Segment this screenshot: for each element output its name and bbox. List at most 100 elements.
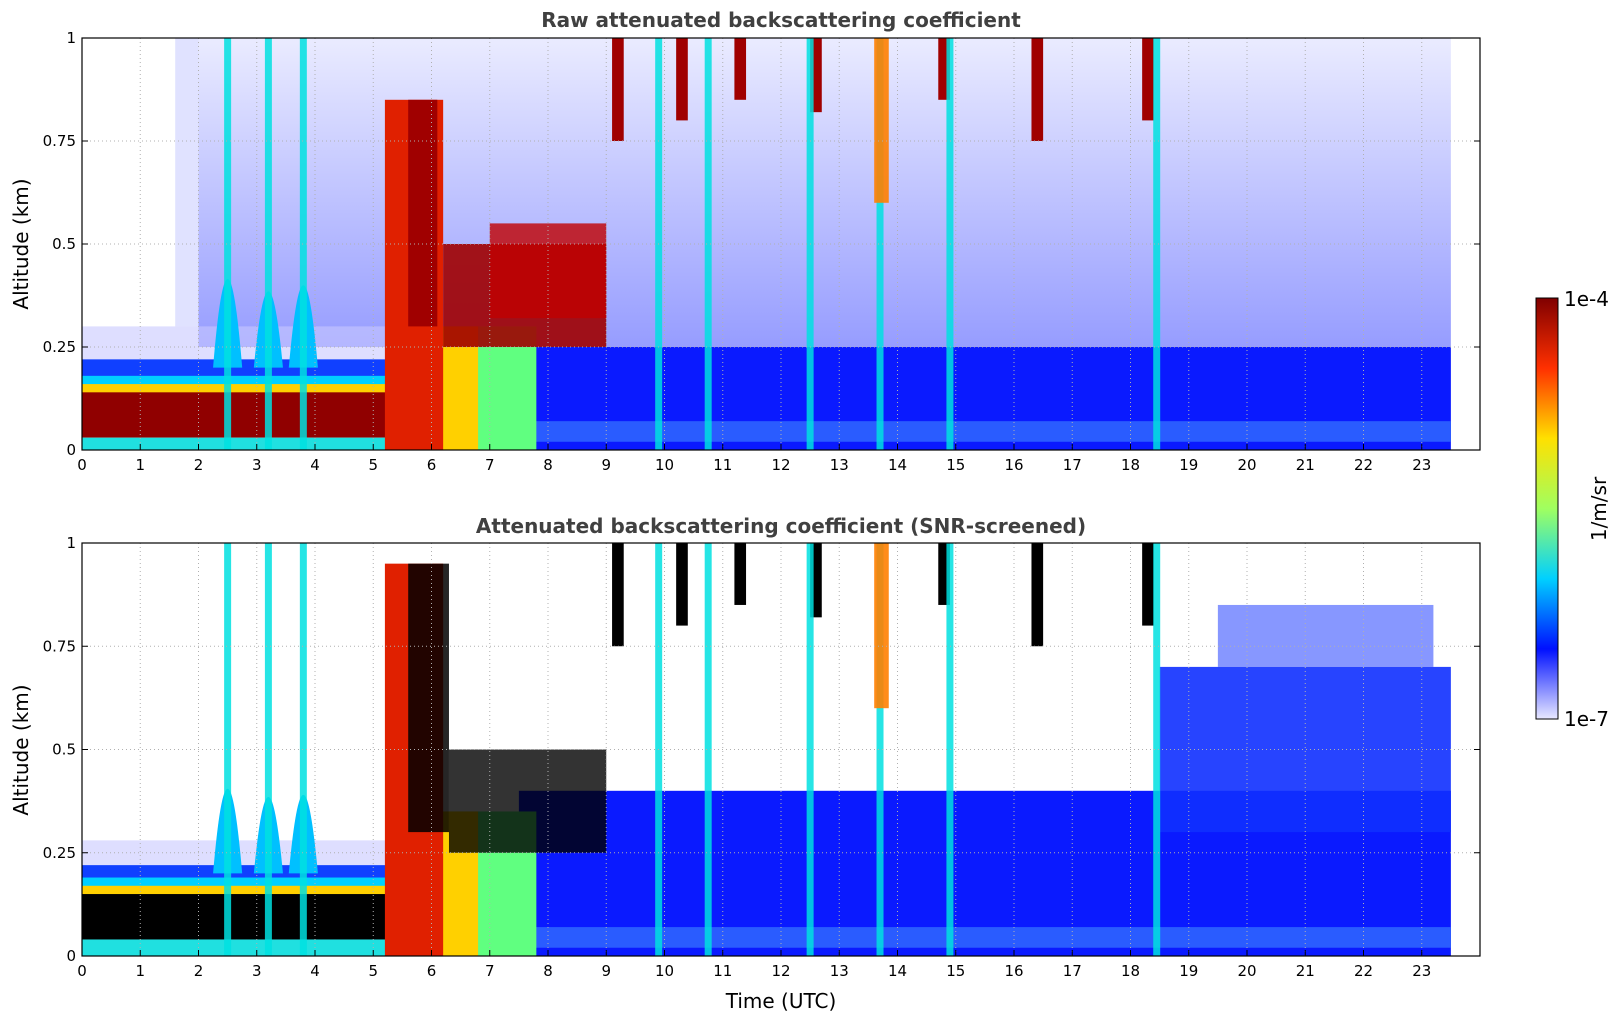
plume-2: [299, 543, 307, 956]
y-tick-label: 1: [66, 29, 76, 47]
panel-screened: Attenuated backscattering coefficient (S…: [9, 514, 1481, 1013]
x-tick-label: 21: [1296, 456, 1315, 474]
colorbar: 1e-4 1e-7 1/m/sr: [1535, 287, 1611, 731]
x-tick-label: 12: [771, 456, 790, 474]
y-tick-label: 0: [66, 441, 76, 459]
x-tick-label: 20: [1237, 456, 1256, 474]
cloud-0: [612, 543, 624, 647]
plume-13: [874, 38, 889, 203]
x-tick-label: 23: [1412, 962, 1431, 980]
surface-band: [518, 421, 1451, 442]
plume-4: [704, 38, 712, 450]
x-tick-label: 7: [485, 456, 495, 474]
convective-core-dark: [408, 99, 438, 327]
x-tick-label: 13: [830, 456, 849, 474]
y-tick-label: 0: [66, 947, 76, 965]
plume-0: [224, 543, 232, 956]
cloud-1: [676, 543, 688, 626]
x-tick-label: 18: [1121, 962, 1140, 980]
x-axis-screened: 0 1 2 3 4 5 6 7 8 9 10 11 12 13 14 15 16 17 18 19 20 21 22 23: [77, 950, 1431, 980]
y-tick-label: 0.75: [43, 637, 76, 655]
plume-6: [876, 38, 884, 450]
x-tick-label: 13: [830, 962, 849, 980]
y-tick-label: 0.75: [43, 132, 76, 150]
x-tick-label: 16: [1004, 456, 1023, 474]
cloud-2: [734, 38, 747, 100]
plume-8: [1153, 543, 1161, 956]
cloud-6: [1142, 543, 1154, 626]
x-tick-label: 18: [1121, 456, 1140, 474]
plume-7: [946, 38, 954, 450]
y-axis-raw: 0 0.25 0.5 0.75 1: [43, 29, 1480, 459]
noise-region-left: [175, 38, 199, 327]
x-tick-label: 10: [655, 456, 674, 474]
y-axis-screened: 0 0.25 0.5 0.75 1: [43, 534, 1480, 965]
y-axis-title-raw: Altitude (km): [9, 178, 33, 309]
screened-core: [408, 563, 449, 833]
x-tick-label: 1: [135, 456, 145, 474]
panel-raw: Raw attenuated backscattering coefficien…: [9, 8, 1481, 474]
x-tick-label: 8: [543, 456, 553, 474]
colorbar-max-label: 1e-4: [1564, 287, 1609, 311]
x-tick-label: 3: [252, 962, 262, 980]
colorbar-min-label: 1e-7: [1564, 707, 1609, 731]
x-tick-label: 22: [1354, 456, 1373, 474]
plume-0: [224, 38, 232, 450]
x-tick-label: 10: [655, 962, 674, 980]
x-tick-label: 22: [1354, 962, 1373, 980]
cloud-5: [1031, 38, 1044, 141]
x-tick-label: 20: [1237, 962, 1256, 980]
cloud-3: [810, 543, 822, 618]
x-tick-label: 15: [946, 456, 965, 474]
cloud-5: [1031, 543, 1044, 647]
x-tick-label: 0: [77, 962, 87, 980]
x-tick-label: 16: [1004, 962, 1023, 980]
x-axis-raw: 0 1 2 3 4 5 6 7 8 9 10 11 12 13 14 15 16 17 18 19 20 21 22 23: [77, 444, 1431, 474]
x-tick-label: 2: [194, 456, 204, 474]
x-tick-label: 17: [1063, 456, 1082, 474]
x-tick-label: 5: [368, 962, 378, 980]
cloud-6: [1142, 38, 1154, 121]
x-tick-label: 6: [427, 456, 437, 474]
cloud-4: [938, 38, 950, 100]
y-tick-label: 0.25: [43, 338, 76, 356]
plume-13: [874, 543, 889, 709]
y-tick-label: 0.5: [52, 741, 76, 759]
cloud-4: [938, 543, 950, 605]
y-axis-title-screened: Altitude (km): [9, 684, 33, 815]
x-tick-label: 19: [1179, 456, 1198, 474]
plume-4: [704, 543, 712, 956]
panel-title-screened: Attenuated backscattering coefficient (S…: [476, 514, 1086, 538]
plume-1: [264, 543, 272, 956]
plume-7: [946, 543, 954, 956]
panel-title-raw: Raw attenuated backscattering coefficien…: [541, 8, 1021, 32]
grid-screened: [82, 543, 1480, 956]
x-tick-label: 15: [946, 962, 965, 980]
x-tick-label: 1: [135, 962, 145, 980]
x-tick-label: 6: [427, 962, 437, 980]
cloud-2: [734, 543, 747, 605]
plume-2: [299, 38, 307, 450]
x-tick-label: 23: [1412, 456, 1431, 474]
cloud-1: [676, 38, 688, 121]
x-tick-label: 8: [543, 962, 553, 980]
x-tick-label: 12: [771, 962, 790, 980]
surface-band: [518, 927, 1451, 948]
x-tick-label: 11: [713, 962, 732, 980]
x-tick-label: 3: [252, 456, 262, 474]
cloud-0: [612, 38, 624, 141]
x-tick-label: 9: [601, 962, 611, 980]
x-tick-label: 11: [713, 456, 732, 474]
screened-layer: [82, 894, 391, 940]
x-axis-title: Time (UTC): [725, 989, 837, 1013]
y-tick-label: 0.5: [52, 235, 76, 253]
surface-cyan: [82, 939, 391, 956]
x-tick-label: 2: [194, 962, 204, 980]
plume-6: [876, 543, 884, 956]
x-tick-label: 14: [888, 962, 907, 980]
y-tick-label: 1: [66, 534, 76, 552]
colorbar-unit-label: 1/m/sr: [1587, 476, 1611, 541]
y-tick-label: 0.25: [43, 844, 76, 862]
screened-mixed-top: [448, 749, 607, 853]
